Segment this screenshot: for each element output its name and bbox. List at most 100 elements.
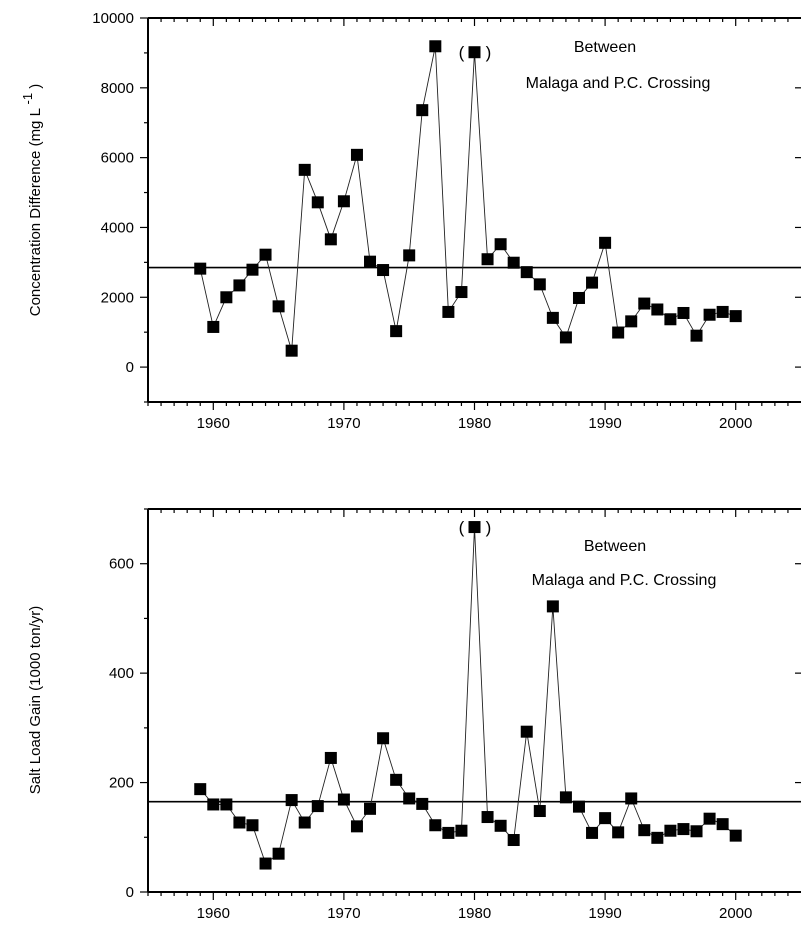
data-point-marker: [625, 315, 638, 328]
data-point-marker: [220, 291, 233, 304]
x-tick-label: 1970: [327, 905, 360, 922]
data-point-marker: [664, 313, 677, 326]
data-point-marker: [311, 196, 324, 209]
data-point-marker: [364, 255, 377, 268]
data-point-marker: [716, 818, 729, 831]
close-paren: ): [486, 518, 492, 537]
data-point-marker: [390, 325, 403, 338]
x-tick-label: 1980: [458, 905, 491, 922]
data-point-marker: [285, 794, 298, 807]
data-point-marker: [272, 847, 285, 860]
data-point-marker: [690, 329, 703, 342]
data-point-marker: [220, 798, 233, 811]
data-point-marker: [677, 823, 690, 836]
data-point-marker: [364, 802, 377, 815]
data-point-marker: [429, 819, 442, 832]
data-point-marker: [586, 826, 599, 839]
data-point-marker: [546, 600, 559, 613]
data-point-marker: [377, 264, 390, 277]
data-point-marker: [729, 310, 742, 323]
data-point-marker: [246, 263, 259, 276]
data-point-marker: [246, 819, 259, 832]
data-point-marker: [625, 792, 638, 805]
data-point-marker: [612, 826, 625, 839]
data-point-marker: [298, 163, 311, 176]
y-tick-label: 6000: [101, 150, 134, 167]
data-point-marker: [546, 311, 559, 324]
data-point-marker: [533, 278, 546, 291]
y-axis-title-close: ): [27, 84, 44, 93]
data-point-marker: [586, 276, 599, 289]
data-point-marker: [416, 797, 429, 810]
data-point-marker: [311, 800, 324, 813]
open-paren: (: [459, 518, 465, 537]
annotation-line-2: Malaga and P.C. Crossing: [532, 572, 717, 589]
y-tick-label: 400: [109, 665, 134, 682]
data-point-marker: [494, 819, 507, 832]
data-point-marker: [272, 300, 285, 313]
data-point-marker: [442, 305, 455, 318]
data-point-marker: [599, 812, 612, 825]
data-point-marker: [455, 824, 468, 837]
data-point-marker: [324, 751, 337, 764]
data-point-marker: [664, 824, 677, 837]
data-point-marker: [377, 732, 390, 745]
x-tick-label: 1980: [458, 415, 491, 432]
data-point-marker: [233, 816, 246, 829]
x-tick-label: 1970: [327, 415, 360, 432]
data-point-marker: [194, 783, 207, 796]
data-point-marker: [481, 253, 494, 266]
data-point-marker: [559, 331, 572, 344]
data-point-marker: [403, 249, 416, 262]
y-tick-label: 200: [109, 775, 134, 792]
data-point-marker: [468, 521, 481, 534]
y-tick-label: 4000: [101, 219, 134, 236]
data-point-marker: [703, 308, 716, 321]
data-point-marker: [324, 233, 337, 246]
x-tick-label: 1960: [197, 415, 230, 432]
y-tick-label: 8000: [101, 80, 134, 97]
y-tick-label: 2000: [101, 289, 134, 306]
data-point-marker: [677, 306, 690, 319]
data-point-marker: [468, 46, 481, 59]
data-point-marker: [350, 820, 363, 833]
close-paren: ): [486, 43, 492, 62]
data-point-marker: [350, 148, 363, 161]
data-point-marker: [259, 857, 272, 870]
y-tick-label: 600: [109, 556, 134, 573]
open-paren: (: [459, 43, 465, 62]
data-point-marker: [416, 104, 429, 117]
data-point-marker: [194, 262, 207, 275]
data-point-marker: [533, 805, 546, 818]
data-point-marker: [572, 291, 585, 304]
concentration-difference-panel: 1960 1970 1980 1990 2000 0 2000 4000 6000 8000 100…: [20, 10, 801, 432]
y-tick-label: 0: [126, 359, 134, 376]
data-point-marker: [455, 286, 468, 299]
data-point-marker: [442, 826, 455, 839]
data-point-marker: [337, 793, 350, 806]
data-point-marker: [207, 320, 220, 333]
y-axis-title: Salt Load Gain (1000 ton/yr): [27, 606, 44, 794]
data-point-marker: [638, 297, 651, 310]
salt-load-gain-panel: 1960 1970 1980 1990 2000 0 200 400 600 Salt Load …: [27, 508, 801, 922]
data-point-marker: [507, 256, 520, 269]
data-point-marker: [599, 236, 612, 249]
y-axis-title-superscript: -1: [20, 93, 35, 108]
y-tick-label: 10000: [92, 10, 134, 27]
y-tick-label: 0: [126, 884, 134, 901]
data-point-marker: [337, 195, 350, 208]
data-point-marker: [729, 829, 742, 842]
data-point-marker: [207, 798, 220, 811]
data-point-marker: [703, 812, 716, 825]
x-tick-label: 2000: [719, 905, 752, 922]
x-tick-label: 2000: [719, 415, 752, 432]
annotation-line-1: Between: [574, 39, 636, 56]
data-point-marker: [390, 773, 403, 786]
data-point-marker: [233, 279, 246, 292]
data-point-marker: [651, 303, 664, 316]
x-tick-label: 1960: [197, 905, 230, 922]
data-point-marker: [716, 305, 729, 318]
x-tick-label: 1990: [588, 905, 621, 922]
data-point-marker: [494, 238, 507, 251]
